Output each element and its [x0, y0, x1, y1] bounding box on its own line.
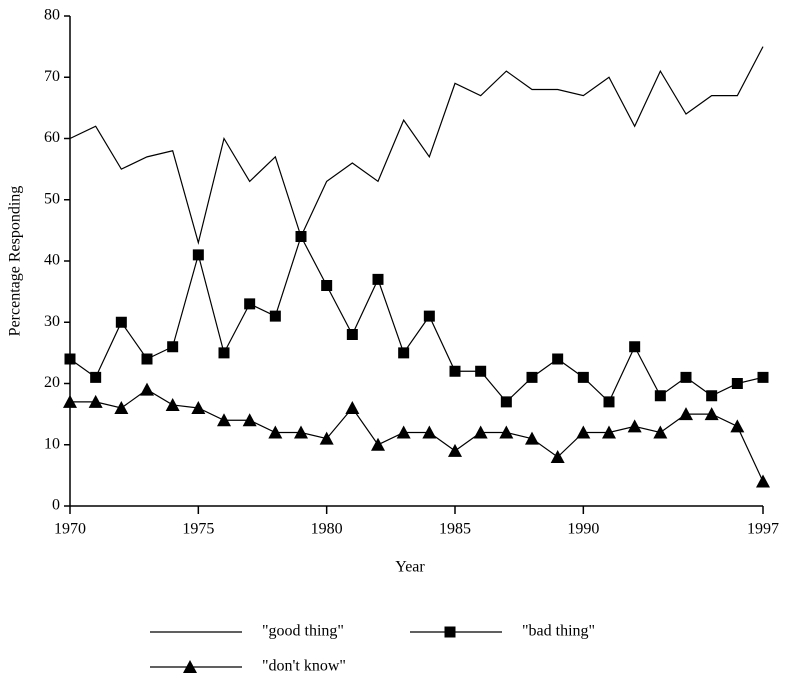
- triangle-marker: [679, 407, 693, 421]
- triangle-marker: [165, 397, 180, 411]
- square-marker: [629, 341, 641, 353]
- triangle-marker: [422, 425, 437, 439]
- square-marker: [372, 273, 384, 285]
- triangle-marker: [183, 660, 197, 673]
- square-marker: [526, 371, 538, 383]
- triangle-marker: [473, 425, 488, 439]
- triangle-marker: [704, 407, 719, 421]
- series-line: [70, 388, 764, 482]
- series-line: [69, 234, 764, 403]
- square-marker: [706, 390, 718, 402]
- triangle-marker: [319, 431, 334, 445]
- triangle-marker: [448, 443, 462, 457]
- triangle-marker: [499, 425, 514, 439]
- triangle-marker: [371, 437, 385, 451]
- y-axis-label: Percentage Responding: [7, 186, 24, 337]
- triangle-marker: [294, 425, 308, 439]
- square-marker: [115, 316, 127, 328]
- y-tick-label: 0: [52, 497, 60, 514]
- square-marker: [757, 371, 769, 383]
- square-marker: [64, 353, 76, 365]
- square-marker: [244, 298, 256, 310]
- legend-label: "don't know": [262, 658, 346, 675]
- triangle-marker: [88, 394, 103, 408]
- triangle-marker: [191, 401, 206, 414]
- y-tick-label: 70: [44, 68, 60, 85]
- x-tick-label: 1990: [567, 521, 599, 538]
- triangle-marker: [268, 425, 283, 439]
- square-marker: [398, 347, 410, 359]
- triangle-marker: [396, 425, 411, 439]
- square-marker: [167, 341, 179, 353]
- square-marker: [90, 371, 102, 383]
- square-marker: [321, 280, 333, 291]
- y-tick-label: 20: [44, 374, 60, 391]
- x-tick-label: 1997: [747, 521, 779, 538]
- y-tick-label: 40: [44, 252, 60, 269]
- legend-label: "bad thing": [522, 623, 595, 640]
- square-marker: [346, 329, 358, 340]
- x-tick-label: 1985: [439, 521, 471, 538]
- legend-label: "good thing": [262, 623, 344, 640]
- y-tick-label: 80: [44, 7, 60, 24]
- triangle-marker: [242, 413, 257, 427]
- triangle-marker: [114, 401, 129, 414]
- triangle-marker: [576, 425, 591, 439]
- triangle-marker: [602, 425, 616, 439]
- triangle-marker: [653, 425, 668, 439]
- y-tick-label: 60: [44, 129, 60, 146]
- square-marker: [552, 353, 564, 365]
- y-tick-label: 10: [44, 435, 60, 452]
- square-marker: [295, 231, 307, 242]
- triangle-marker: [345, 401, 360, 414]
- series-line: [69, 46, 764, 245]
- triangle-marker: [756, 474, 770, 488]
- square-marker: [731, 378, 743, 389]
- square-marker: [423, 310, 435, 322]
- y-tick-label: 50: [44, 190, 60, 207]
- x-axis-label: Year: [395, 559, 425, 576]
- triangle-marker: [730, 419, 745, 433]
- square-marker: [449, 365, 461, 377]
- square-marker: [603, 396, 615, 408]
- y-tick-label: 30: [44, 313, 60, 330]
- square-marker: [654, 390, 666, 402]
- square-marker: [269, 310, 281, 322]
- x-tick-label: 1975: [182, 521, 214, 538]
- triangle-marker: [63, 394, 77, 408]
- square-marker: [577, 371, 589, 383]
- triangle-marker: [217, 413, 231, 427]
- triangle-marker: [627, 419, 642, 433]
- triangle-marker: [140, 382, 154, 396]
- square-marker: [680, 371, 692, 383]
- square-marker: [192, 249, 204, 261]
- square-marker: [141, 353, 153, 365]
- x-tick-label: 1970: [54, 521, 86, 538]
- square-marker: [444, 626, 456, 638]
- triangle-marker: [525, 431, 539, 445]
- square-marker: [500, 396, 512, 408]
- triangle-marker: [550, 450, 565, 463]
- square-marker: [475, 365, 487, 377]
- square-marker: [218, 347, 230, 359]
- x-tick-label: 1980: [311, 521, 343, 538]
